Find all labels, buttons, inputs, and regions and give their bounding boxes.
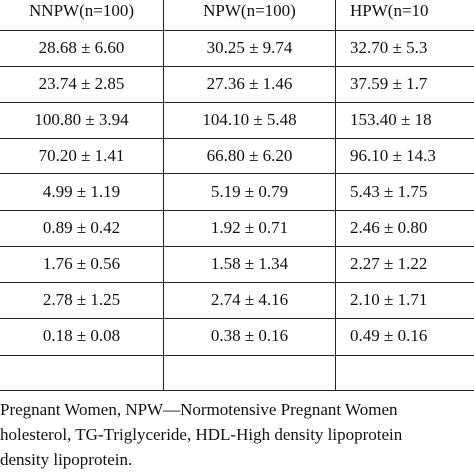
table-cell: 4.99 ± 1.19: [42, 182, 121, 201]
header-nnpw: NNPW(n=100): [29, 1, 134, 20]
row-divider: [0, 66, 474, 67]
table-cell: 5.19 ± 0.79: [210, 182, 289, 201]
row-divider: [0, 355, 474, 356]
table-cell: 70.20 ± 1.41: [38, 146, 125, 165]
header-hpw: HPW(n=10: [350, 1, 429, 20]
row-divider: [0, 246, 474, 247]
table-cell: 96.10 ± 14.3: [350, 146, 436, 165]
footnote-line: density lipoprotein.: [0, 450, 133, 469]
table-cell: 27.36 ± 1.46: [206, 74, 293, 93]
table-cell: 28.68 ± 6.60: [38, 38, 125, 57]
table-bottom-rule: [0, 390, 474, 391]
footnote-line: Pregnant Women, NPW—Normotensive Pregnan…: [0, 400, 398, 419]
row-divider: [0, 210, 474, 211]
table-cell: [164, 352, 335, 392]
table-cell: 2.10 ± 1.71: [350, 290, 428, 309]
column-divider: [163, 0, 164, 390]
row-divider: [0, 173, 474, 174]
table-cell: 2.74 ± 4.16: [210, 290, 289, 309]
table-footnote: Pregnant Women, NPW—Normotensive Pregnan…: [0, 397, 474, 472]
table-cell: 32.70 ± 5.3: [350, 38, 428, 57]
header-npw: NPW(n=100): [203, 1, 296, 20]
table-cell: 30.25 ± 9.74: [206, 38, 293, 57]
row-divider: [0, 282, 474, 283]
table-cell: [0, 352, 163, 392]
table-cell: 2.78 ± 1.25: [42, 290, 121, 309]
table-cell: 1.76 ± 0.56: [42, 254, 121, 273]
table-cell: 153.40 ± 18: [350, 110, 432, 129]
column-divider: [335, 0, 336, 390]
table-cell: 1.92 ± 0.71: [210, 218, 289, 237]
table-cell: 2.46 ± 0.80: [350, 218, 428, 237]
table-cell: 5.43 ± 1.75: [350, 182, 428, 201]
row-divider: [0, 318, 474, 319]
table-cell: 1.58 ± 1.34: [210, 254, 289, 273]
table-cell: 0.49 ± 0.16: [350, 326, 428, 345]
table-cell: 0.38 ± 0.16: [210, 326, 289, 345]
table-cell: 100.80 ± 3.94: [34, 110, 129, 129]
row-divider: [0, 102, 474, 103]
row-divider: [0, 138, 474, 139]
table-cell: 66.80 ± 6.20: [206, 146, 293, 165]
table-cell: 0.89 ± 0.42: [42, 218, 121, 237]
footnote-line: holesterol, TG-Triglyceride, HDL-High de…: [0, 425, 403, 444]
table-cell: [336, 352, 474, 392]
table-cell: 0.18 ± 0.08: [42, 326, 121, 345]
table-cell: 23.74 ± 2.85: [38, 74, 125, 93]
table-cell: 2.27 ± 1.22: [350, 254, 428, 273]
table-cell: 37.59 ± 1.7: [350, 74, 428, 93]
table-cell: 104.10 ± 5.48: [202, 110, 297, 129]
row-divider: [0, 30, 474, 31]
